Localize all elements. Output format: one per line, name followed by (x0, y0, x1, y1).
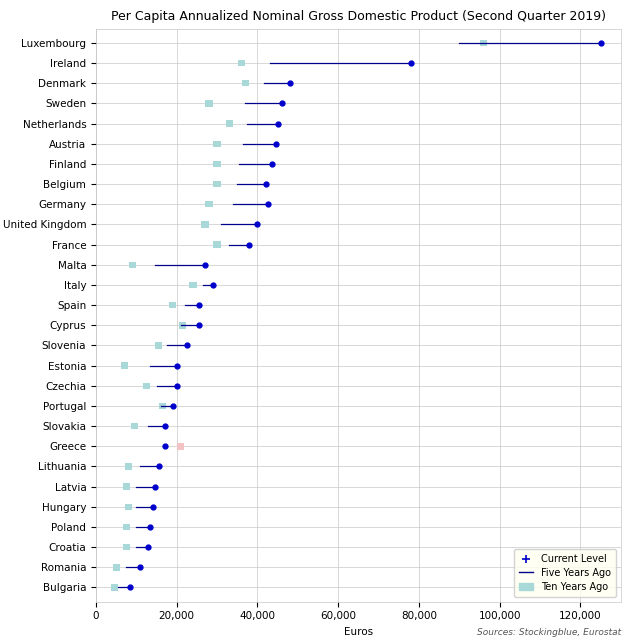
Bar (159, 403, 166, 409)
Bar (205, 201, 212, 207)
Bar (225, 120, 233, 127)
Bar (214, 161, 221, 167)
Text: Sources: Stockingblue, Eurostat: Sources: Stockingblue, Eurostat (477, 628, 621, 637)
Bar (120, 362, 128, 369)
Bar (125, 463, 132, 470)
Bar (214, 141, 221, 147)
Bar (131, 423, 138, 429)
Bar (143, 383, 150, 389)
Title: Per Capita Annualized Nominal Gross Domestic Product (Second Quarter 2019): Per Capita Annualized Nominal Gross Dome… (111, 10, 606, 24)
Bar (205, 100, 212, 107)
Bar (214, 241, 221, 248)
Bar (155, 342, 162, 349)
Bar (123, 544, 130, 550)
Bar (214, 181, 221, 188)
Bar (242, 80, 249, 86)
Bar (111, 584, 118, 591)
Bar (123, 483, 130, 490)
Legend: Current Level, Five Years Ago, Ten Years Ago: Current Level, Five Years Ago, Ten Years… (514, 549, 616, 596)
Bar (123, 524, 130, 530)
Bar (125, 504, 132, 510)
Bar (177, 443, 184, 449)
Bar (189, 282, 196, 288)
Bar (237, 60, 245, 67)
Bar (113, 564, 120, 570)
Bar (480, 40, 487, 46)
Bar (202, 221, 209, 228)
Bar (169, 302, 177, 308)
Bar (129, 262, 136, 268)
X-axis label: Euros: Euros (344, 627, 373, 637)
Bar (179, 322, 186, 328)
